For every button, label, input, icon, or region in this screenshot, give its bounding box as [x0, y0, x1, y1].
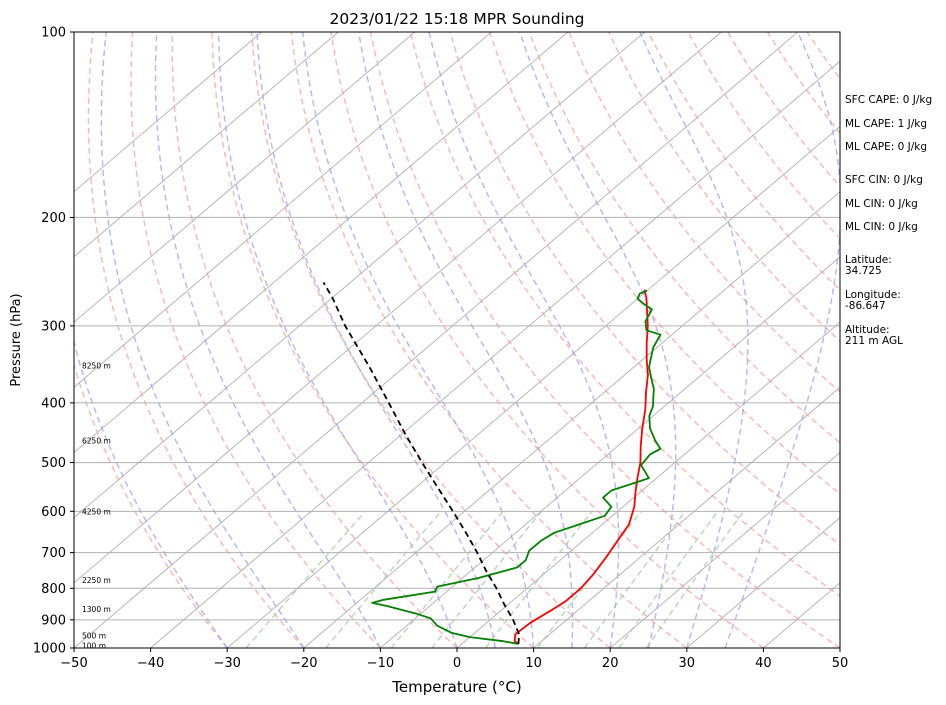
longitude-text: Longitude: -86.647	[845, 289, 901, 312]
sfc-cape-text: SFC CAPE: 0 J/kg	[845, 94, 933, 106]
background-lines	[74, 32, 840, 648]
dry-adiabat-line	[211, 32, 535, 648]
x-tick-label: −40	[137, 656, 164, 671]
dry-adiabat-line	[250, 32, 611, 648]
altitude-text: Altitude: 211 m AGL	[845, 324, 903, 347]
isotherm-line	[686, 517, 840, 648]
dry-adiabat-line	[369, 32, 840, 648]
ml-cape-text-2: ML CAPE: 0 J/kg	[845, 141, 928, 153]
mixing-ratio-line	[245, 510, 366, 648]
x-tick-label: 40	[755, 656, 772, 671]
dewpoint-series-line	[371, 289, 662, 645]
x-tick-label: −10	[367, 656, 394, 671]
isotherm-line	[74, 32, 339, 258]
x-tick-label: 10	[525, 656, 542, 671]
isotherm-line	[609, 451, 840, 648]
isotherm-line	[456, 321, 840, 648]
dry-adiabat-line	[87, 32, 305, 648]
dry-adiabat-line	[330, 32, 764, 648]
x-tick-label: 20	[602, 656, 619, 671]
isotherm-line	[74, 32, 262, 193]
pressure-gridlines	[74, 216, 840, 621]
y-tick-label: 800	[41, 582, 66, 597]
height-label: 1300 m	[82, 605, 111, 614]
dry-adiabat-line	[608, 32, 840, 343]
height-label: 6250 m	[82, 436, 111, 445]
dry-adiabat-line	[74, 362, 228, 648]
x-axis-label: Temperature (°C)	[391, 678, 521, 696]
mixing-ratio-line	[325, 510, 442, 648]
plot-background	[74, 32, 840, 648]
moist-adiabat-line	[74, 339, 228, 648]
dry-adiabat-line	[171, 32, 458, 648]
moist-adiabat-line	[100, 32, 305, 648]
height-label: 2250 m	[82, 576, 111, 585]
y-axis-label: Pressure (hPa)	[9, 293, 24, 386]
isotherm-line	[533, 386, 840, 648]
y-tick-label: 1000	[33, 642, 66, 657]
height-label: 100 m	[82, 641, 106, 650]
dry-adiabat-line	[488, 32, 840, 495]
height-label: 500 m	[82, 632, 106, 641]
profile-series	[322, 281, 662, 645]
y-tick-label: 700	[41, 546, 66, 561]
x-tick-label: −50	[60, 656, 87, 671]
height-label: 8250 m	[82, 362, 111, 371]
y-tick-label: 100	[41, 26, 66, 41]
moist-adiabat-line	[154, 32, 382, 648]
isotherm-line	[74, 32, 492, 388]
parcel-series-line	[322, 281, 520, 645]
x-tick-label: 50	[832, 656, 849, 671]
moist-adiabat-line	[256, 32, 496, 648]
ml-cin-text-2: ML CIN: 0 J/kg	[845, 221, 918, 233]
isotherm-line	[150, 60, 840, 648]
height-label: 4250 m	[82, 507, 111, 516]
moist-adiabat-line	[519, 32, 677, 648]
isotherm-line	[74, 32, 722, 584]
x-tick-label: 30	[679, 656, 696, 671]
x-tick-label: −30	[213, 656, 240, 671]
latitude-text: Latitude: 34.725	[845, 254, 892, 277]
moist-adiabat-line	[358, 32, 574, 648]
temperature-series-line	[513, 289, 649, 645]
dry-adiabat-line	[528, 32, 840, 444]
mixing-ratio-line	[390, 510, 504, 648]
ml-cape-text: ML CAPE: 1 J/kg	[845, 118, 928, 130]
y-tick-label: 600	[41, 505, 66, 520]
isotherm-line	[226, 125, 840, 648]
y-tick-label: 400	[41, 396, 66, 411]
y-tick-label: 500	[41, 456, 66, 471]
x-tick-label: −20	[290, 656, 317, 671]
moist-adiabat-line	[639, 32, 749, 648]
isotherm-line	[74, 32, 569, 454]
isotherm-line	[74, 32, 799, 648]
ml-cin-text: ML CIN: 0 J/kg	[845, 198, 918, 210]
y-tick-label: 900	[41, 613, 66, 628]
dry-adiabat-line	[130, 32, 381, 648]
y-tick-label: 200	[41, 211, 66, 226]
isotherm-line	[74, 32, 645, 519]
x-tick-label: 0	[453, 656, 461, 671]
isotherm-line	[303, 191, 840, 648]
dry-adiabat-line	[647, 32, 840, 291]
x-axis-ticks: −50 −40 −30 −20 −10 0 10 20 30 40 50	[60, 648, 848, 671]
dry-adiabat-line	[568, 32, 840, 393]
isotherm-line	[380, 256, 840, 648]
y-axis-ticks: 100 200 300 400 500 600 700 800 900 1000	[33, 26, 74, 657]
y-tick-label: 300	[41, 319, 66, 334]
moist-adiabat-line	[302, 32, 535, 648]
isotherm-line	[74, 32, 416, 323]
sfc-cin-text: SFC CIN: 0 J/kg	[845, 174, 923, 186]
chart-title: 2023/01/22 15:18 MPR Sounding	[329, 10, 584, 28]
